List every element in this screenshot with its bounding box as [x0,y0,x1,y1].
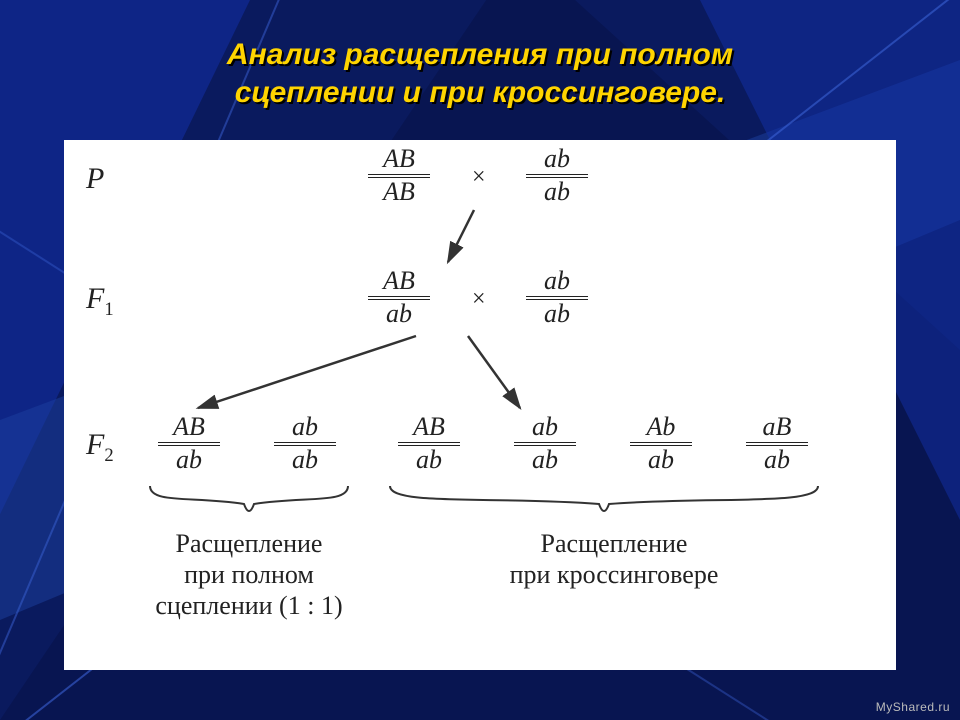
label-f1: F1 [86,282,114,321]
f2-genotype-4: Abab [630,414,692,473]
f2-genotype-1: abab [274,414,336,473]
f1-right: ab ab [526,268,588,327]
f2-genotype-0: ABab [158,414,220,473]
slide-title: Анализ расщепления при полном сцеплении … [0,36,960,111]
brace-right [384,482,824,522]
diagram-panel: P F1 F2 AB AB × ab ab AB ab [64,140,896,670]
arrow-f1-to-left [184,330,444,420]
slide: Анализ расщепления при полном сцеплении … [0,0,960,720]
cross-f1: × [472,286,486,313]
title-line-1: Анализ расщепления при полном [227,38,733,71]
label-f2: F2 [86,428,114,467]
label-f1-main: F [86,282,104,315]
f2-genotype-5: aBab [746,414,808,473]
brace-left [144,482,354,522]
label-p: P [86,162,104,196]
caption-full-linkage: Расщепление при полном сцеплении (1 : 1) [124,528,374,622]
arrow-f1-to-right [444,330,564,420]
label-f2-main: F [86,428,104,461]
label-f1-sub: 1 [104,299,113,320]
label-f2-sub: 2 [104,445,113,466]
caption-crossover: Расщепление при кроссинговере [464,528,764,590]
f1-left: AB ab [368,268,430,327]
cross-p: × [472,164,486,191]
arrow-p-to-f1 [434,206,514,272]
title-line-2: сцеплении и при кроссинговере. [235,76,726,109]
parent-right: ab ab [526,146,588,205]
watermark: MyShared.ru [876,700,950,714]
f2-genotype-3: abab [514,414,576,473]
parent-left: AB AB [368,146,430,205]
f2-genotype-2: ABab [398,414,460,473]
